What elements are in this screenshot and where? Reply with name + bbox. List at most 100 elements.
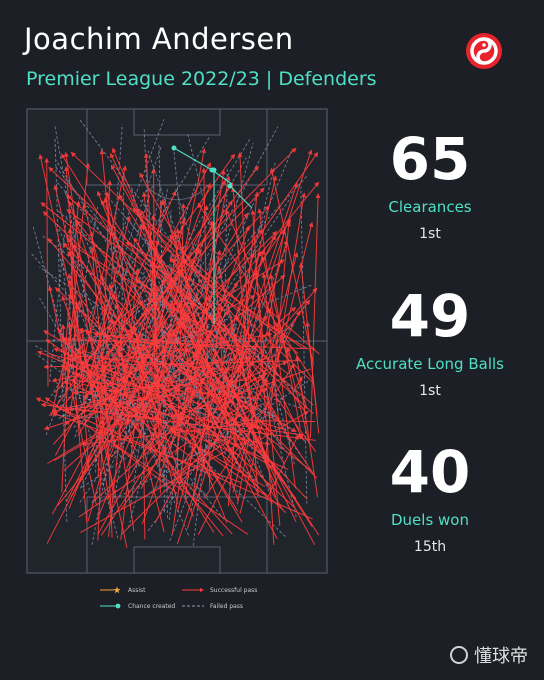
chance-created-dot (171, 145, 177, 151)
successful-pass-arrow (77, 258, 185, 437)
successful-pass-arrow (78, 327, 196, 354)
legend: Assist Successful pass Chance created Fa… (100, 586, 300, 616)
stat-label: Accurate Long Balls (356, 355, 504, 373)
successful-pass-arrow (72, 353, 223, 370)
successful-pass-arrow (65, 179, 226, 503)
failed-pass-line (147, 150, 215, 348)
successful-pass-arrow (295, 376, 303, 388)
legend-assist-label: Assist (128, 586, 146, 594)
successful-pass-arrow (309, 193, 321, 438)
successful-pass-arrow (69, 378, 262, 400)
stat-clearances: 65 Clearances 1st (340, 130, 520, 242)
successful-pass-arrow (78, 165, 127, 387)
failed-pass-line (40, 234, 306, 442)
legend-failed-pass: Failed pass (182, 602, 243, 610)
successful-passes (35, 147, 321, 548)
successful-pass-arrow (97, 179, 113, 478)
arrow-icon (182, 588, 204, 592)
successful-pass-arrow (211, 371, 318, 479)
successful-pass-arrow (236, 229, 286, 505)
successful-pass-arrow (54, 147, 297, 393)
failed-pass-line (78, 118, 260, 359)
successful-pass-arrow (225, 209, 291, 358)
bottom-goal-area (133, 546, 221, 574)
failed-pass-line (183, 275, 270, 492)
successful-pass-arrow (51, 367, 116, 383)
successful-pass-arrow (235, 315, 308, 415)
successful-pass-arrow (185, 354, 208, 393)
successful-pass-arrow (110, 224, 144, 398)
legend-failed-label: Failed pass (210, 602, 244, 610)
failed-pass-line (162, 379, 310, 476)
successful-pass-arrow (132, 325, 179, 505)
failed-pass-line (32, 225, 119, 539)
successful-pass-arrow (273, 380, 304, 440)
stat-rank: 15th (413, 539, 447, 555)
successful-pass-arrow (48, 166, 314, 415)
legend-chance-created: Chance created (100, 602, 175, 610)
successful-pass-arrow (111, 147, 259, 494)
successful-pass-arrow (89, 215, 131, 379)
failed-pass-line (158, 202, 227, 450)
successful-pass-arrow (298, 262, 318, 415)
player-name: Joachim Andersen (24, 22, 294, 56)
successful-pass-arrow (66, 209, 289, 375)
successful-pass-arrow (67, 273, 85, 381)
successful-pass-arrow (197, 440, 247, 535)
football-icon (450, 646, 468, 664)
successful-pass-arrow (160, 349, 203, 393)
successful-pass-arrow (225, 310, 301, 463)
failed-pass-line (169, 242, 289, 541)
pass-map (26, 108, 328, 574)
stat-label: Clearances (388, 198, 472, 216)
failed-pass-line (54, 124, 92, 337)
successful-pass-arrow (80, 443, 240, 533)
successful-pass-arrow (143, 152, 162, 439)
successful-pass-arrow (154, 358, 244, 524)
legend-chance-label: Chance created (128, 602, 176, 610)
successful-pass-arrow (132, 207, 299, 355)
failed-pass-line (55, 160, 212, 413)
failed-pass-line (300, 186, 308, 504)
failed-pass-line (181, 334, 288, 427)
successful-pass-arrow (140, 246, 200, 427)
top-penalty-arc (145, 184, 209, 201)
failed-pass-line (111, 182, 197, 443)
failed-pass-line (97, 366, 225, 520)
successful-pass-arrow (63, 165, 90, 468)
successful-pass-arrow (100, 377, 205, 536)
successful-pass-arrow (209, 220, 229, 449)
stat-value: 65 (389, 125, 471, 193)
successful-pass-arrow (78, 388, 268, 518)
successful-pass-arrow (216, 266, 255, 418)
successful-pass-arrow (72, 187, 265, 391)
successful-pass-arrow (253, 270, 265, 352)
successful-pass-arrow (69, 364, 287, 431)
failed-pass-line (62, 206, 99, 407)
stat-rank: 1st (419, 226, 441, 242)
chance-line-icon (100, 603, 121, 609)
successful-pass-arrow (294, 355, 319, 498)
failed-pass-line (157, 266, 305, 400)
successful-pass-arrow (134, 278, 268, 375)
successful-pass-arrow (49, 353, 160, 387)
successful-pass-arrow (257, 208, 296, 489)
successful-pass-arrow (80, 420, 268, 447)
successful-pass-arrow (61, 336, 73, 493)
pitch-svg (26, 108, 328, 574)
successful-pass-arrow (170, 300, 239, 502)
successful-pass-arrow (44, 157, 50, 387)
top-goal-area (133, 108, 221, 136)
successful-pass-arrow (205, 295, 259, 409)
watermark: 懂球帝 (450, 642, 528, 668)
assist-star-icon (100, 586, 121, 594)
successful-pass-arrow (47, 285, 97, 506)
successful-pass-arrow (266, 307, 320, 355)
failed-pass-line (168, 258, 202, 520)
successful-pass-arrow (239, 221, 314, 514)
successful-pass-arrow (67, 279, 163, 418)
legend-successful-pass: Successful pass (182, 586, 257, 594)
failed-pass-line (111, 264, 180, 340)
successful-pass-arrow (192, 305, 224, 500)
failed-pass-line (81, 407, 202, 488)
